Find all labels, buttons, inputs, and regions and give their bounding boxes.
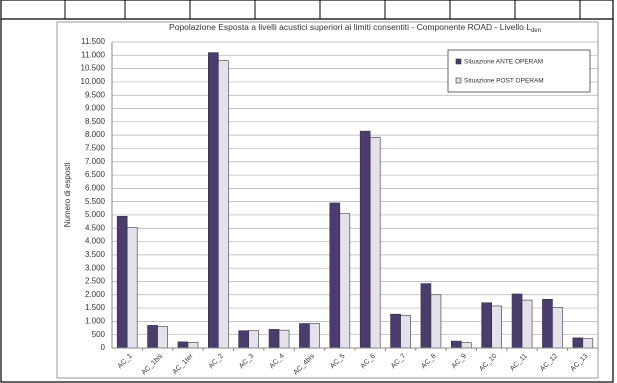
bar <box>248 330 259 349</box>
y-tick-label: 7.500 <box>85 144 106 153</box>
y-tick-label: 2.000 <box>85 290 106 299</box>
bar <box>218 60 229 349</box>
bar <box>278 329 290 349</box>
y-tick-label: 11.000 <box>81 50 105 59</box>
y-axis-label: Numero di esposti <box>63 163 72 228</box>
bar <box>542 299 553 349</box>
bar <box>268 329 280 349</box>
bar <box>451 340 462 349</box>
y-tick-label: 500 <box>92 330 106 339</box>
bar <box>420 283 432 349</box>
bar <box>187 342 199 349</box>
y-tick-label: 1.500 <box>85 303 106 312</box>
legend-label: Situazione ANTE OPERAM <box>464 59 543 66</box>
bar <box>147 325 158 349</box>
bar <box>390 313 401 349</box>
title-main: Popolazione Esposta a livelli acustici s… <box>169 22 531 32</box>
legend-box <box>447 49 591 93</box>
bar <box>208 52 219 349</box>
legend-swatch <box>455 77 462 84</box>
bar <box>400 314 411 349</box>
y-tick-label: 0 <box>101 343 106 352</box>
y-tick-label: 9.500 <box>85 90 106 99</box>
bar <box>238 330 249 349</box>
bar <box>177 341 189 349</box>
bar <box>299 323 310 349</box>
y-tick-label: 11.500 <box>81 37 105 46</box>
bar <box>126 227 138 349</box>
legend-label: Situazione POST OPERAM <box>464 78 544 85</box>
y-tick-label: 10.500 <box>81 64 106 73</box>
y-tick-label: 5.500 <box>85 197 106 206</box>
bar <box>116 215 128 349</box>
y-tick-label: 5.000 <box>85 210 106 219</box>
y-tick-label: 6.500 <box>85 170 106 179</box>
bar <box>552 306 563 349</box>
y-tick-label: 7.000 <box>85 157 106 166</box>
bar <box>461 342 472 349</box>
chart-title: Popolazione Esposta a livelli acustici s… <box>169 22 541 33</box>
bar <box>491 305 502 349</box>
bar <box>481 302 492 349</box>
y-tick-label: 8.000 <box>85 130 106 139</box>
y-tick-label: 3.500 <box>85 250 106 259</box>
bar <box>521 299 533 349</box>
bar <box>309 323 320 349</box>
y-tick-label: 1.000 <box>85 317 106 326</box>
title-subscript: den <box>531 28 541 34</box>
legend-swatch <box>455 58 462 65</box>
y-tick-label: 10.000 <box>81 77 106 86</box>
bar <box>582 338 594 349</box>
y-tick-label: 3.000 <box>85 263 106 272</box>
bar <box>369 136 381 349</box>
bar <box>157 326 168 349</box>
y-tick-label: 2.500 <box>85 277 106 286</box>
bar <box>511 293 523 349</box>
bar <box>359 130 371 349</box>
bar <box>572 337 584 349</box>
bar <box>430 294 442 349</box>
bar <box>339 213 351 349</box>
bar <box>329 202 341 349</box>
y-tick-label: 4.000 <box>85 237 106 246</box>
table-column-borders <box>64 0 581 19</box>
y-tick-label: 4.500 <box>85 223 106 232</box>
y-tick-label: 6.000 <box>85 183 106 192</box>
y-tick-label: 9.000 <box>85 104 106 113</box>
y-tick-label: 8.500 <box>85 117 106 126</box>
